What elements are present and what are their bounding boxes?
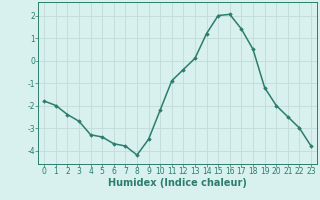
X-axis label: Humidex (Indice chaleur): Humidex (Indice chaleur) <box>108 178 247 188</box>
